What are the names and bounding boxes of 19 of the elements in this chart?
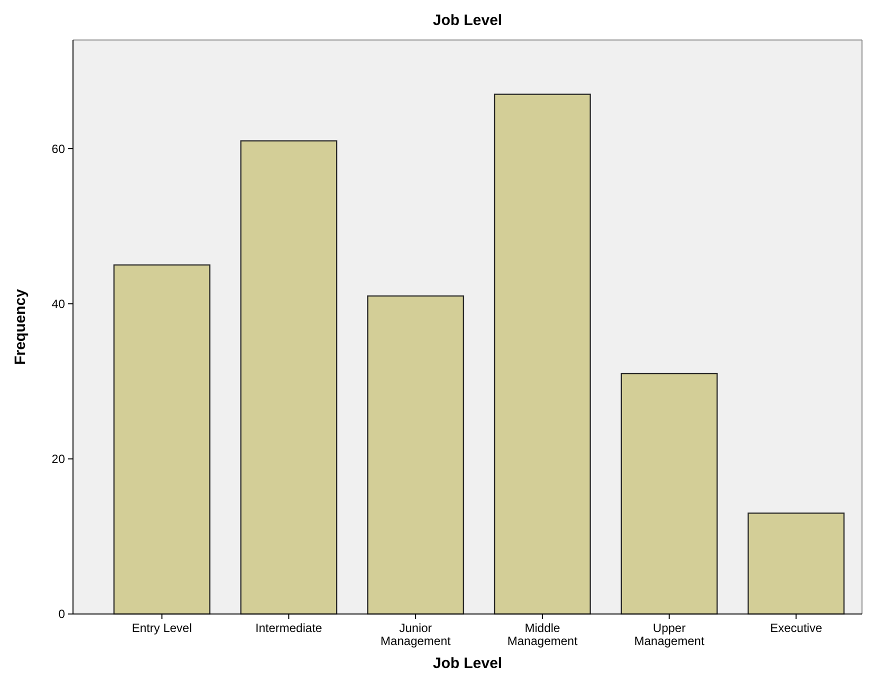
y-tick-label: 20 [52,452,66,466]
bar [240,140,338,615]
bar [367,295,464,615]
x-tick-label: Junior Management [380,621,452,648]
x-tick-label: Upper Management [634,621,705,648]
x-axis-title: Job Level [432,655,502,672]
y-tick-label: 40 [52,296,66,311]
bar [113,264,210,615]
x-tick-label: Executive [770,621,822,635]
y-tick-label: 0 [58,607,66,622]
x-tick-label: Middle Management [507,621,578,648]
bar [620,372,718,615]
bar [748,512,845,615]
x-tick-label: Intermediate [255,621,322,635]
x-tick-label: Entry Level [132,621,192,635]
y-axis-title: Frequency [12,288,29,365]
chart-title: Job Level [432,12,502,29]
y-tick-label: 60 [52,142,66,156]
bar [494,94,591,615]
